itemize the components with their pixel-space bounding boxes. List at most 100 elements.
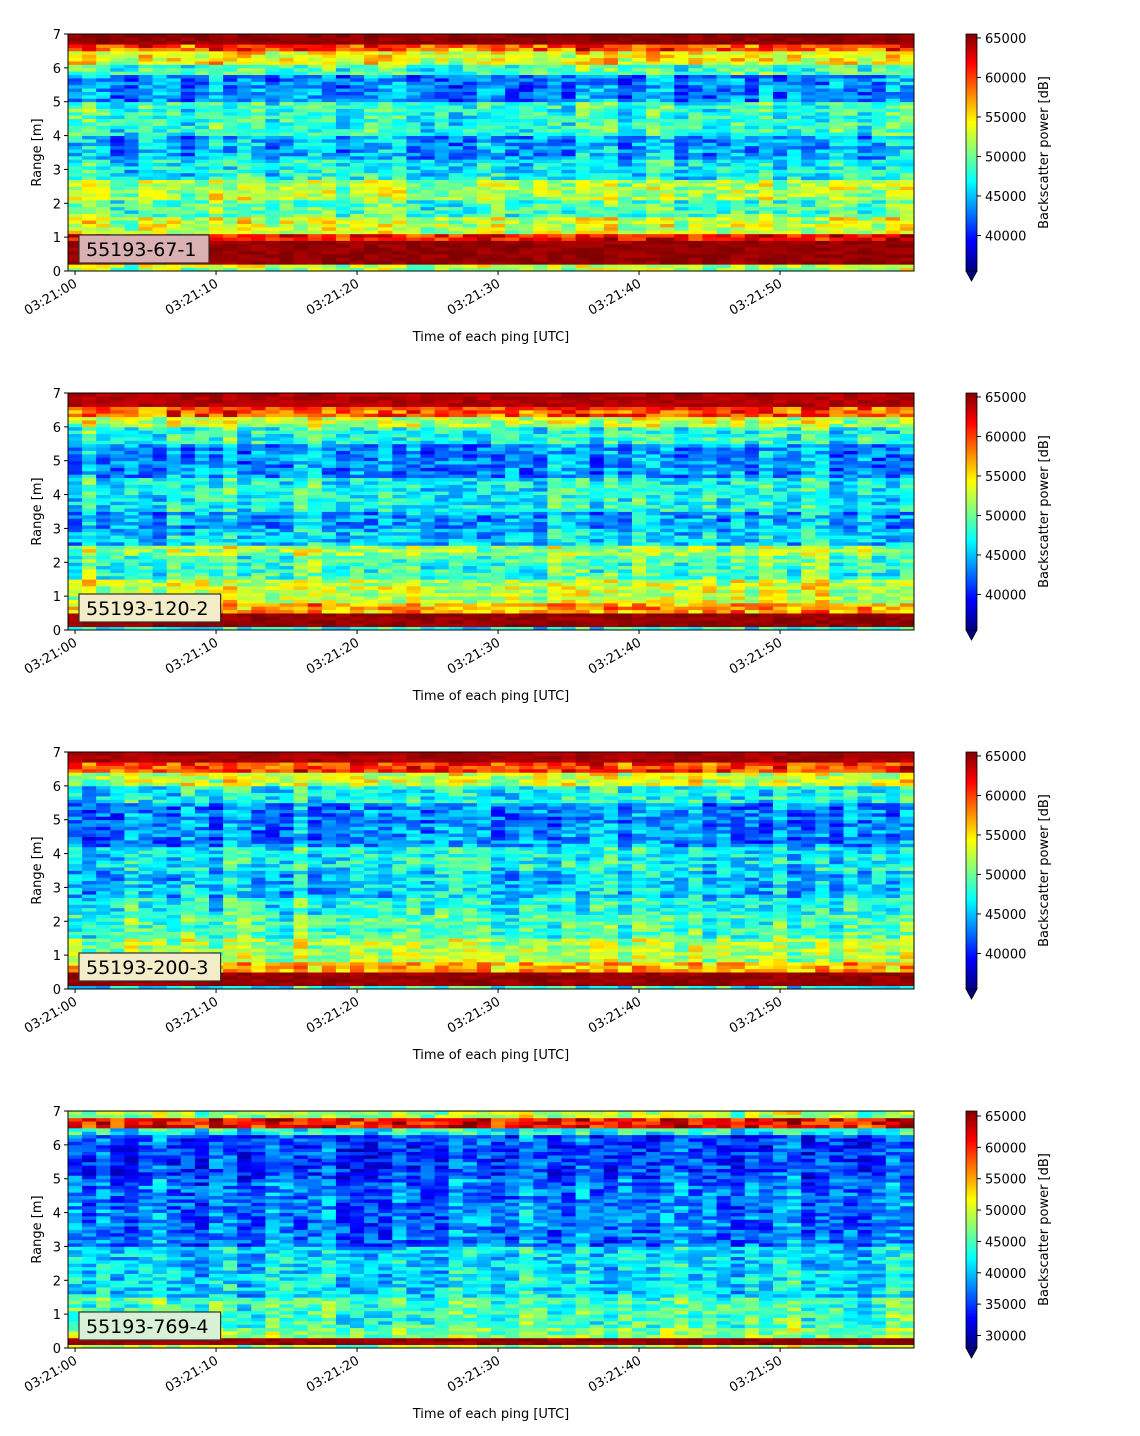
heatmap-cell [96,515,111,519]
heatmap-cell [731,51,746,55]
heatmap-cell [392,197,407,201]
heatmap-cell [96,556,111,560]
heatmap-cell [364,92,379,96]
heatmap-cell [801,75,816,79]
heatmap-cell [674,227,689,231]
heatmap-cell [449,146,464,150]
heatmap-cell [68,559,83,563]
heatmap-cell [153,64,168,68]
heatmap-cell [533,183,548,187]
heatmap-cell [463,264,478,268]
heatmap-cell [519,139,534,143]
heatmap-cell [801,41,816,45]
heatmap-cell [449,200,464,204]
heatmap-cell [167,572,182,576]
heatmap-cell [491,68,506,72]
heatmap-cell [82,207,97,211]
heatmap-cell [604,224,619,228]
heatmap-cell [237,207,252,211]
heatmap-cell [167,623,182,627]
heatmap-cell [68,420,83,424]
heatmap-cell [688,51,703,55]
heatmap-cell [251,37,265,41]
heatmap-cell [533,136,548,140]
heatmap-cell [590,237,605,241]
heatmap-cell [745,251,760,255]
heatmap-cell [181,447,196,451]
x-tick-label: 03:21:10 [163,276,221,318]
heatmap-cell [96,153,111,157]
heatmap-cell [703,217,718,221]
heatmap-cell [195,230,210,234]
heatmap-cell [181,440,196,444]
heatmap-cell [336,61,351,65]
heatmap-cell [294,102,309,106]
heatmap-cell [406,37,421,41]
heatmap-cell [124,227,138,231]
heatmap-cell [378,159,393,163]
heatmap-cell [477,112,492,116]
heatmap-cell [801,251,816,255]
heatmap-cell [745,186,760,190]
heatmap-cell [688,156,703,160]
heatmap-cell [435,108,450,112]
heatmap-cell [815,68,830,72]
heatmap-cell [181,75,196,79]
heatmap-cell [308,41,323,45]
heatmap-cell [562,207,577,211]
heatmap-cell [872,251,887,255]
heatmap-cell [717,200,732,204]
heatmap-cell [406,108,421,112]
heatmap-cell [153,122,168,126]
heatmap-cell [491,247,506,251]
heatmap-cell [435,34,450,38]
heatmap-cell [815,257,830,261]
heatmap-cell [660,247,675,251]
heatmap-cell [124,136,138,140]
heatmap-cell [181,61,196,65]
heatmap-cell [900,68,915,72]
heatmap-cell [519,217,534,221]
heatmap-cell [844,41,859,45]
heatmap-cell [576,108,591,112]
heatmap-cell [308,210,323,214]
heatmap-cell [505,190,519,194]
heatmap-cell [195,193,210,197]
heatmap-cell [505,217,519,221]
heatmap-cell [844,58,859,62]
heatmap-cell [110,447,125,451]
heatmap-cell [886,186,901,190]
heatmap-cell [463,48,478,52]
heatmap-cell [562,48,577,52]
heatmap-cell [336,264,351,268]
heatmap-cell [223,71,238,75]
heatmap-cell [491,78,506,82]
heatmap-cell [124,566,138,570]
heatmap-cell [547,78,562,82]
heatmap-cell [759,54,774,58]
heatmap-cell [378,37,393,41]
heatmap-cell [646,48,661,52]
heatmap-cell [421,139,436,143]
heatmap-cell [336,254,351,258]
heatmap-cell [350,261,365,265]
heatmap-cell [604,136,619,140]
heatmap-cell [491,207,506,211]
heatmap-cell [195,98,210,102]
heatmap-cell [900,88,915,92]
heatmap-cell [223,227,238,231]
heatmap-cell [674,146,689,150]
heatmap-cell [703,98,718,102]
heatmap-cell [787,257,802,261]
heatmap-cell [322,125,337,129]
heatmap-cell [872,237,887,241]
heatmap-cell [124,153,138,157]
heatmap-cell [280,183,295,187]
heatmap-cell [449,254,464,258]
heatmap-cell [787,112,802,116]
heatmap-cell [745,37,760,41]
heatmap-cell [96,64,111,68]
heatmap-cell [844,237,859,241]
heatmap-cell [886,251,901,255]
heatmap-cell [872,92,887,96]
